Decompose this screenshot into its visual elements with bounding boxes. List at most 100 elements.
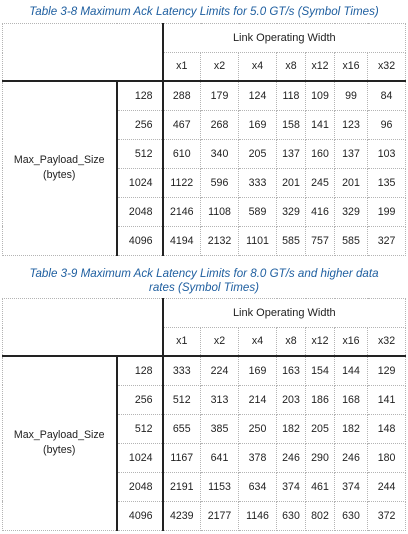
value-cell: 141 bbox=[305, 109, 335, 140]
table-caption: Table 3-9 Maximum Ack Latency Limits for… bbox=[0, 267, 408, 295]
payload-size-cell: 2048 bbox=[116, 196, 164, 227]
value-cell: 144 bbox=[334, 355, 368, 386]
caption-line: rates (Symbol Times) bbox=[148, 281, 260, 294]
value-cell: 244 bbox=[366, 471, 407, 502]
group-header: Link Operating Width bbox=[161, 298, 407, 328]
width-header: x12 bbox=[305, 52, 335, 82]
value-cell: 169 bbox=[238, 109, 277, 140]
value-cell: 461 bbox=[305, 471, 335, 502]
value-cell: 268 bbox=[200, 109, 239, 140]
value-cell: 4239 bbox=[162, 500, 201, 531]
latency-table-5gt: Link Operating Width x1 x2 x4 x8 x12 x16… bbox=[2, 23, 407, 256]
value-cell: 169 bbox=[238, 355, 277, 386]
value-cell: 2177 bbox=[200, 500, 239, 531]
value-cell: 2191 bbox=[162, 471, 201, 502]
value-cell: 182 bbox=[276, 413, 306, 444]
width-header: x16 bbox=[334, 327, 368, 357]
value-cell: 1108 bbox=[200, 196, 239, 227]
payload-size-cell: 4096 bbox=[116, 225, 164, 256]
value-cell: 182 bbox=[334, 413, 368, 444]
value-cell: 585 bbox=[276, 225, 306, 256]
value-cell: 179 bbox=[200, 80, 239, 111]
row-label-unit: (bytes) bbox=[43, 169, 76, 181]
value-cell: 137 bbox=[334, 138, 368, 169]
width-header: x12 bbox=[305, 327, 335, 357]
width-header: x2 bbox=[200, 327, 239, 357]
value-cell: 4194 bbox=[162, 225, 201, 256]
value-cell: 634 bbox=[238, 471, 277, 502]
value-cell: 585 bbox=[334, 225, 368, 256]
width-header: x8 bbox=[276, 52, 306, 82]
value-cell: 203 bbox=[276, 384, 306, 415]
value-cell: 168 bbox=[334, 384, 368, 415]
value-cell: 180 bbox=[366, 442, 407, 473]
group-header: Link Operating Width bbox=[161, 23, 407, 53]
width-header: x4 bbox=[238, 52, 277, 82]
value-cell: 205 bbox=[305, 413, 335, 444]
payload-size-cell: 128 bbox=[116, 80, 164, 111]
value-cell: 158 bbox=[276, 109, 306, 140]
header-corner bbox=[2, 23, 164, 82]
value-cell: 512 bbox=[162, 384, 201, 415]
width-header: x2 bbox=[200, 52, 239, 82]
value-cell: 124 bbox=[238, 80, 277, 111]
value-cell: 655 bbox=[162, 413, 201, 444]
value-cell: 84 bbox=[366, 80, 407, 111]
payload-size-cell: 512 bbox=[116, 138, 164, 169]
header-corner bbox=[2, 298, 164, 357]
value-cell: 154 bbox=[305, 355, 335, 386]
value-cell: 327 bbox=[366, 225, 407, 256]
value-cell: 378 bbox=[238, 442, 277, 473]
value-cell: 385 bbox=[200, 413, 239, 444]
width-header: x8 bbox=[276, 327, 306, 357]
payload-size-cell: 256 bbox=[116, 109, 164, 140]
value-cell: 2146 bbox=[162, 196, 201, 227]
width-header: x32 bbox=[366, 327, 407, 357]
value-cell: 288 bbox=[162, 80, 201, 111]
value-cell: 610 bbox=[162, 138, 201, 169]
row-label-name: Max_Payload_Size bbox=[13, 154, 105, 166]
row-group-label: Max_Payload_Size (bytes) bbox=[2, 80, 118, 256]
width-header: x1 bbox=[162, 327, 201, 357]
row-label-name: Max_Payload_Size bbox=[13, 429, 105, 441]
value-cell: 329 bbox=[276, 196, 306, 227]
value-cell: 802 bbox=[305, 500, 335, 531]
value-cell: 141 bbox=[366, 384, 407, 415]
value-cell: 589 bbox=[238, 196, 277, 227]
value-cell: 340 bbox=[200, 138, 239, 169]
value-cell: 2132 bbox=[200, 225, 239, 256]
caption-line: Table 3-9 Maximum Ack Latency Limits for… bbox=[29, 267, 379, 280]
value-cell: 1122 bbox=[162, 167, 201, 198]
width-header: x1 bbox=[162, 52, 201, 82]
value-cell: 596 bbox=[200, 167, 239, 198]
value-cell: 1101 bbox=[238, 225, 277, 256]
value-cell: 201 bbox=[334, 167, 368, 198]
row-label-unit: (bytes) bbox=[43, 444, 76, 456]
value-cell: 333 bbox=[238, 167, 277, 198]
width-header: x32 bbox=[366, 52, 407, 82]
value-cell: 630 bbox=[334, 500, 368, 531]
value-cell: 372 bbox=[366, 500, 407, 531]
value-cell: 416 bbox=[305, 196, 335, 227]
payload-size-cell: 512 bbox=[116, 413, 164, 444]
payload-size-cell: 4096 bbox=[116, 500, 164, 531]
value-cell: 135 bbox=[366, 167, 407, 198]
value-cell: 641 bbox=[200, 442, 239, 473]
value-cell: 148 bbox=[366, 413, 407, 444]
value-cell: 118 bbox=[276, 80, 306, 111]
latency-table-8gt: Link Operating Width x1 x2 x4 x8 x12 x16… bbox=[2, 298, 407, 531]
payload-size-cell: 1024 bbox=[116, 167, 164, 198]
value-cell: 99 bbox=[334, 80, 368, 111]
value-cell: 467 bbox=[162, 109, 201, 140]
value-cell: 160 bbox=[305, 138, 335, 169]
value-cell: 123 bbox=[334, 109, 368, 140]
value-cell: 186 bbox=[305, 384, 335, 415]
value-cell: 163 bbox=[276, 355, 306, 386]
value-cell: 313 bbox=[200, 384, 239, 415]
value-cell: 205 bbox=[238, 138, 277, 169]
value-cell: 374 bbox=[276, 471, 306, 502]
value-cell: 1153 bbox=[200, 471, 239, 502]
value-cell: 329 bbox=[334, 196, 368, 227]
value-cell: 199 bbox=[366, 196, 407, 227]
value-cell: 1146 bbox=[238, 500, 277, 531]
